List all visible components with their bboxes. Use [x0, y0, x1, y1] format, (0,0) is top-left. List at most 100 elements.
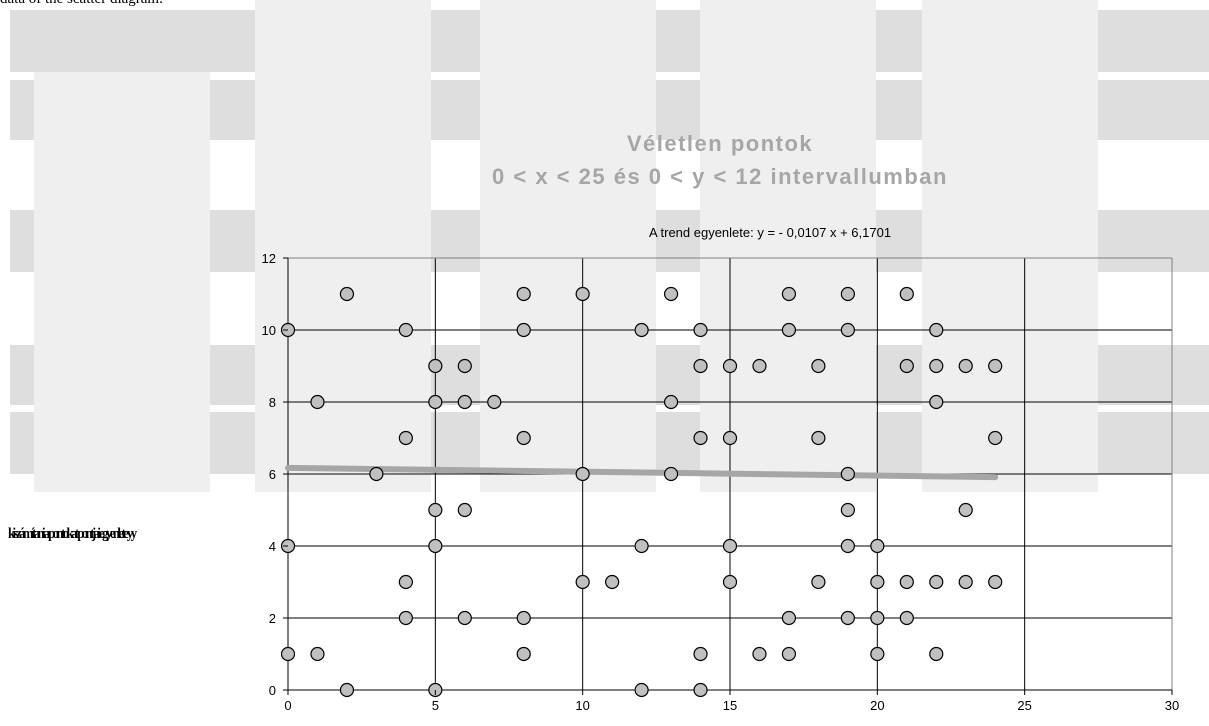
data-point: [752, 358, 767, 374]
data-point: [899, 610, 914, 626]
data-point: [811, 574, 826, 590]
overlapping-text: kiszámítani a pontokat pontjai egyenlete…: [8, 526, 137, 542]
data-point: [457, 502, 472, 518]
data-point: [634, 322, 649, 338]
data-point: [634, 538, 649, 554]
data-point: [811, 358, 826, 374]
data-point: [988, 430, 1003, 446]
data-point: [870, 610, 885, 626]
data-point: [781, 646, 797, 662]
data-point: [516, 646, 531, 662]
data-point: [310, 646, 325, 662]
data-point: [781, 322, 797, 338]
data-point: [428, 358, 443, 374]
data-point: [428, 502, 443, 518]
data-point: [516, 322, 531, 338]
data-point: [339, 682, 355, 698]
data-point: [840, 286, 855, 302]
data-point: [870, 574, 885, 590]
data-point: [693, 682, 708, 698]
trendline: [285, 464, 999, 481]
data-point: [516, 286, 531, 302]
x-tick-label: 15: [723, 698, 737, 713]
data-point: [634, 682, 649, 698]
data-point: [516, 610, 531, 626]
x-tick-label: 25: [1017, 698, 1031, 713]
chart-subtitle: 0 < x < 25 és 0 < y < 12 intervallumban: [492, 164, 948, 189]
data-point: [929, 574, 944, 590]
data-point: [929, 358, 944, 374]
data-point: [398, 610, 413, 626]
data-point: [840, 502, 855, 518]
bg-column: [34, 72, 210, 492]
x-tick-label: 5: [432, 698, 439, 713]
data-point: [840, 610, 855, 626]
data-point: [575, 574, 590, 590]
y-tick-label: 2: [269, 611, 276, 626]
y-tick-label: 0: [269, 683, 276, 698]
data-point: [722, 358, 738, 374]
data-point: [899, 358, 914, 374]
background-pattern: [10, 0, 1209, 492]
data-point: [693, 358, 708, 374]
data-point: [339, 286, 355, 302]
bg-column: [255, 0, 431, 492]
data-point: [575, 466, 590, 482]
data-point: [428, 538, 443, 554]
data-point: [398, 430, 413, 446]
x-axis-ticks: 0 5 10 15 20 25 30: [284, 690, 1179, 713]
data-point: [929, 322, 944, 338]
y-tick-label: 4: [269, 539, 276, 554]
data-point: [693, 430, 708, 446]
data-point: [958, 574, 973, 590]
data-point: [899, 286, 914, 302]
bg-column: [480, 0, 656, 492]
data-point: [752, 646, 767, 662]
data-point: [958, 502, 973, 518]
data-point: [693, 322, 708, 338]
data-point: [988, 358, 1003, 374]
data-point: [781, 286, 797, 302]
data-point: [840, 322, 855, 338]
bg-column: [700, 0, 876, 492]
data-point: [369, 466, 384, 482]
x-tick-label: 0: [284, 698, 291, 713]
data-point: [958, 358, 973, 374]
page-header-text: data of the scatter diagram.: [0, 0, 163, 8]
scatter-points: [280, 286, 1003, 698]
data-point: [428, 394, 443, 410]
trend-equation-label: A trend egyenlete: y = - 0,0107 x + 6,17…: [648, 225, 892, 240]
data-point: [722, 574, 738, 590]
data-point: [840, 538, 855, 554]
data-point: [870, 646, 885, 662]
data-point: [929, 394, 944, 410]
data-point: [280, 646, 296, 662]
chart-title: Véletlen pontok: [626, 131, 814, 156]
data-point: [988, 574, 1003, 590]
y-tick-label: 6: [269, 467, 276, 482]
data-point: [487, 394, 502, 410]
bg-column: [922, 0, 1098, 492]
data-point: [693, 646, 708, 662]
y-axis-ticks: 0 2 4 6 8 10 12: [262, 251, 288, 698]
data-point: [781, 610, 797, 626]
data-point: [663, 394, 679, 410]
data-point: [870, 538, 885, 554]
data-point: [516, 430, 531, 446]
x-tick-label: 10: [575, 698, 589, 713]
data-point: [575, 286, 590, 302]
x-tick-label: 20: [870, 698, 884, 713]
data-point: [310, 394, 325, 410]
data-point: [457, 394, 472, 410]
data-point: [457, 358, 472, 374]
x-tick-label: 30: [1165, 698, 1179, 713]
data-point: [929, 646, 944, 662]
data-point: [605, 574, 620, 590]
data-point: [722, 430, 738, 446]
data-point: [663, 466, 679, 482]
y-tick-label: 12: [262, 251, 276, 266]
data-point: [457, 610, 472, 626]
data-point: [398, 322, 413, 338]
data-point: [811, 430, 826, 446]
